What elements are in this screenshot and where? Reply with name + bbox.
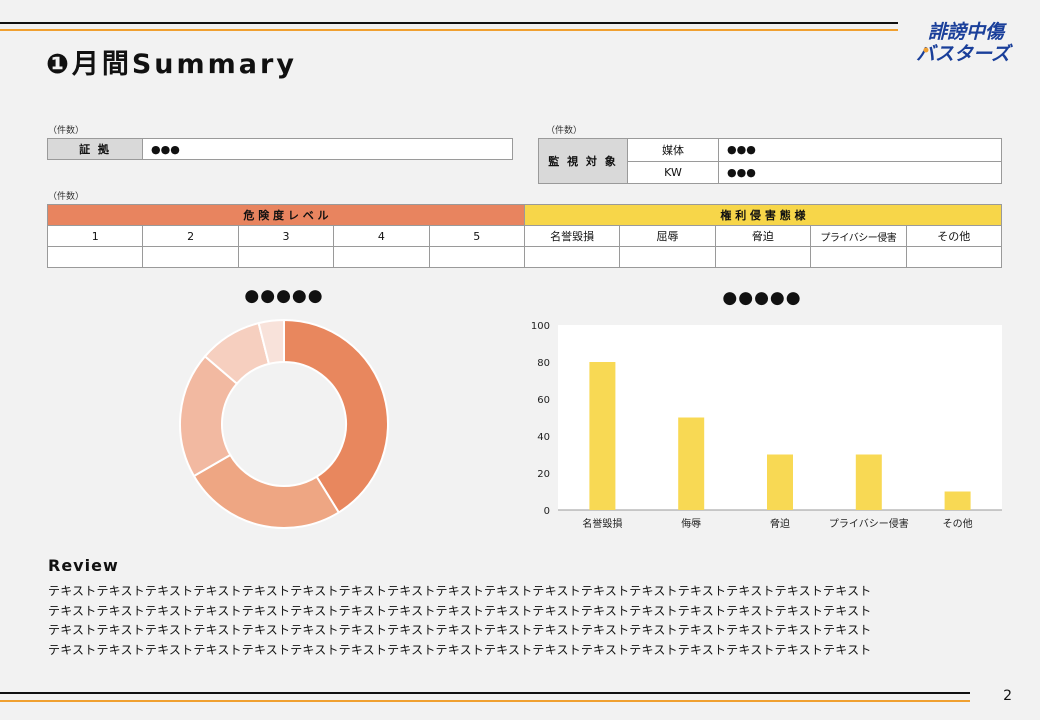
danger-col: 2 [142, 225, 239, 247]
x-tick-label: 脅迫 [770, 517, 790, 530]
y-tick-label: 40 [537, 432, 550, 443]
x-tick-label: その他 [943, 517, 973, 530]
review-heading: Review [48, 556, 119, 575]
donut-chart [179, 318, 389, 529]
monitor-row-value: ●●● [718, 160, 1002, 184]
bottom-rule-orange [0, 700, 970, 702]
level-table: 危 険 度 レ ベ ル 権 利 侵 害 態 様 1 2 3 4 5 名誉毀損 屈… [46, 204, 1003, 268]
brand-logo: 誹謗中傷 バスターズ [916, 21, 1013, 64]
y-tick-label: 60 [537, 395, 550, 406]
danger-level-header: 危 険 度 レ ベ ル [47, 204, 525, 226]
value-cell [46, 246, 144, 268]
top-rule-black [0, 22, 898, 24]
bar [767, 454, 793, 510]
y-tick-label: 80 [537, 358, 550, 369]
bar-chart: 100 80 60 40 20 0 名誉毀損 侮辱 脅迫 プライバシー侵害 その他 [531, 321, 1002, 530]
evidence-value: ●●● [142, 138, 513, 160]
value-cell [428, 246, 525, 268]
evidence-table: 証 拠 ●●● [47, 138, 513, 160]
evidence-label: 証 拠 [47, 138, 143, 160]
x-tick-label: 侮辱 [681, 517, 701, 530]
x-tick-label: プライバシー侵害 [829, 517, 909, 530]
danger-col: 4 [333, 225, 430, 247]
rights-col: その他 [905, 225, 1003, 247]
y-tick-label: 100 [531, 321, 550, 332]
value-cell [905, 246, 1003, 268]
logo-line2: バスターズ [916, 43, 1013, 64]
rights-col: 脅迫 [714, 225, 812, 247]
monitor-row-label: KW [627, 160, 719, 184]
value-cell [714, 246, 812, 268]
y-tick-label: 20 [537, 469, 550, 480]
monitor-row-label: 媒体 [627, 138, 719, 162]
rights-col: 名誉毀損 [523, 225, 621, 247]
top-rule-orange [0, 29, 898, 31]
monitor-table: 監 視 対 象 媒体 ●●● KW ●●● [538, 138, 1002, 184]
donut-slice [283, 318, 389, 514]
unit-label: （件数） [48, 192, 85, 202]
bar [944, 491, 971, 510]
page-number: 2 [1003, 688, 1012, 704]
donut-slice [257, 318, 285, 366]
bar [678, 417, 705, 510]
unit-label: （件数） [48, 126, 85, 136]
value-cell [810, 246, 907, 268]
value-cell [523, 246, 621, 268]
unit-label: （件数） [546, 126, 583, 136]
value-cell [333, 246, 430, 268]
value-cell [619, 246, 716, 268]
bar [855, 454, 882, 510]
rights-col: プライバシー侵害 [810, 225, 907, 247]
rights-col: 屈辱 [619, 225, 716, 247]
x-tick-label: 名誉毀損 [582, 517, 622, 530]
rights-header: 権 利 侵 害 態 様 [523, 204, 1003, 226]
donut-slice [192, 453, 341, 529]
page-title: ❶月間Summary [46, 49, 297, 80]
value-cell [142, 246, 239, 268]
donut-chart-title: ●●●●● [244, 286, 324, 306]
y-tick-label: 0 [544, 506, 550, 517]
bar-chart-title: ●●●●● [722, 288, 802, 308]
danger-col: 3 [237, 225, 335, 247]
logo-line1: 誹謗中傷 [928, 21, 1007, 43]
danger-col: 1 [46, 225, 144, 247]
logo-dot [923, 47, 929, 53]
monitor-row-value: ●●● [718, 138, 1002, 162]
danger-col: 5 [428, 225, 525, 247]
bottom-rule-black [0, 692, 970, 694]
monitor-label: 監 視 対 象 [538, 138, 628, 184]
value-cell [237, 246, 335, 268]
review-text: テキストテキストテキストテキストテキストテキストテキストテキストテキストテキスト… [48, 584, 872, 657]
bar [589, 362, 616, 510]
